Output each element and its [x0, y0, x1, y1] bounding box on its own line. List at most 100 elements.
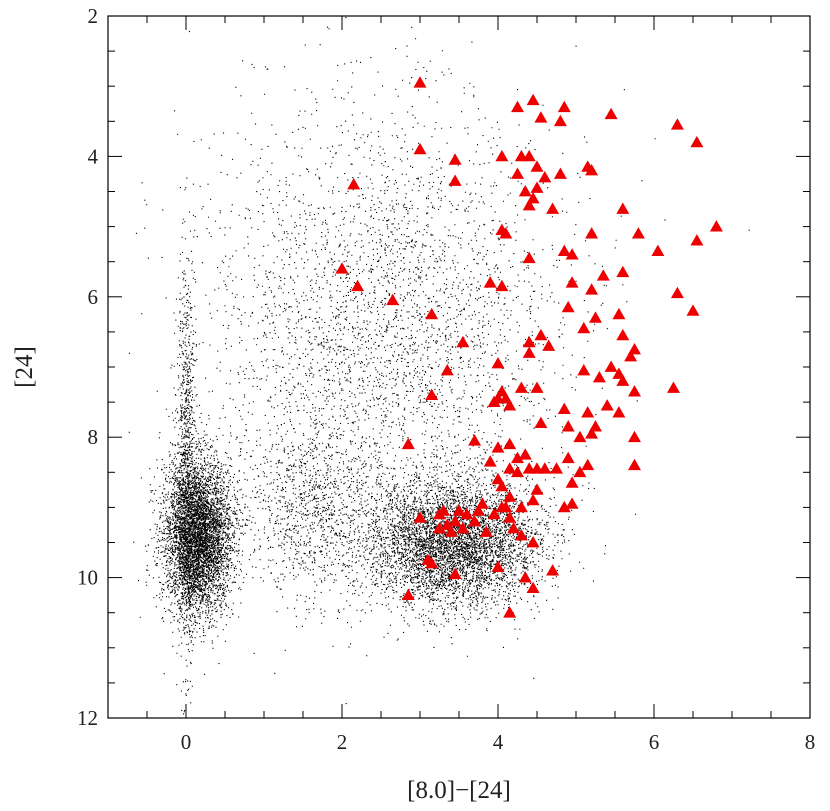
triangle-point-32: [631, 227, 645, 239]
triangle-point-4: [604, 107, 618, 120]
triangle-point-9: [413, 142, 427, 155]
triangle-point-13: [495, 149, 509, 162]
y-tick-label: 10: [77, 566, 98, 590]
triangle-point-56: [456, 335, 470, 348]
red-triangle-points: [335, 76, 723, 618]
triangle-point-53: [577, 321, 591, 334]
triangle-point-28: [709, 220, 723, 232]
triangle-point-143: [401, 588, 415, 601]
triangle-point-23: [518, 185, 532, 197]
triangle-point-89: [468, 434, 482, 446]
triangle-point-44: [495, 279, 509, 292]
triangle-point-63: [604, 360, 618, 372]
triangle-point-133: [479, 525, 493, 537]
triangle-point-78: [503, 399, 517, 411]
triangle-point-121: [433, 507, 446, 520]
triangle-point-74: [425, 388, 439, 400]
triangle-point-141: [518, 571, 532, 583]
triangle-point-84: [561, 420, 575, 432]
triangle-point-91: [503, 437, 517, 450]
triangle-point-138: [491, 560, 505, 572]
triangle-point-6: [553, 114, 567, 127]
triangle-point-103: [550, 462, 563, 474]
triangle-point-83: [534, 416, 548, 429]
y-axis-title: [24]: [11, 346, 38, 388]
triangle-point-94: [511, 451, 524, 464]
triangle-point-125: [503, 511, 517, 523]
triangle-point-20: [448, 174, 462, 186]
triangle-point-19: [538, 170, 552, 183]
triangle-point-36: [690, 234, 704, 246]
triangle-point-90: [401, 437, 415, 450]
x-tick-label: 8: [805, 730, 816, 754]
background-dots: [128, 17, 750, 715]
triangle-point-45: [585, 283, 599, 295]
triangle-point-96: [483, 455, 497, 467]
triangle-point-87: [573, 430, 587, 443]
triangle-point-10: [448, 153, 462, 165]
triangle-point-37: [651, 244, 665, 257]
triangle-point-122: [460, 507, 474, 520]
triangle-point-86: [585, 427, 599, 439]
triangle-point-54: [534, 328, 548, 341]
triangle-point-18: [511, 167, 524, 179]
triangle-point-98: [628, 458, 641, 471]
triangle-point-126: [448, 514, 462, 527]
triangle-point-129: [456, 521, 470, 534]
x-tick-label: 4: [493, 730, 504, 754]
triangle-point-124: [413, 511, 427, 523]
triangle-point-50: [589, 311, 602, 323]
triangle-point-67: [592, 371, 606, 383]
triangle-point-49: [425, 307, 439, 320]
triangle-point-123: [487, 507, 501, 520]
triangle-point-12: [522, 149, 536, 162]
triangle-point-22: [530, 181, 544, 193]
triangle-point-80: [581, 406, 595, 418]
triangle-point-105: [511, 465, 524, 478]
triangle-point-7: [670, 118, 684, 130]
triangle-point-70: [514, 381, 528, 393]
triangle-point-34: [565, 248, 579, 260]
triangle-point-101: [503, 462, 517, 474]
triangle-point-93: [518, 448, 532, 460]
triangle-point-39: [616, 265, 630, 278]
triangle-point-43: [483, 276, 497, 288]
triangle-point-68: [616, 374, 630, 386]
triangle-point-111: [526, 493, 540, 506]
triangle-point-64: [577, 364, 591, 376]
triangle-point-77: [487, 395, 501, 407]
triangle-point-137: [425, 557, 439, 569]
triangle-point-130: [444, 525, 458, 537]
triangle-point-21: [347, 177, 361, 190]
triangle-point-57: [522, 335, 536, 348]
triangle-point-131: [433, 521, 446, 534]
triangle-point-58: [542, 339, 556, 351]
triangle-point-79: [557, 402, 571, 414]
background-dot-cloud: [128, 17, 750, 715]
triangle-point-66: [440, 364, 454, 376]
triangle-point-42: [351, 279, 365, 292]
x-axis-title: [8.0]−[24]: [407, 777, 511, 804]
y-tick-label: 2: [88, 4, 99, 28]
triangle-point-92: [491, 441, 505, 453]
triangle-point-2: [511, 100, 524, 113]
y-tick-label: 12: [77, 706, 98, 730]
triangle-point-135: [526, 536, 540, 548]
triangle-point-31: [585, 227, 599, 239]
triangle-point-30: [499, 227, 513, 239]
triangle-point-82: [612, 406, 626, 418]
triangle-point-119: [452, 504, 466, 516]
triangle-point-38: [335, 262, 349, 274]
triangle-point-120: [472, 504, 485, 516]
triangle-point-55: [616, 328, 630, 341]
triangle-point-88: [628, 430, 641, 443]
triangle-point-26: [546, 202, 560, 214]
triangle-point-115: [514, 500, 528, 513]
triangle-point-142: [526, 581, 540, 594]
y-tick-label: 8: [88, 425, 99, 449]
triangle-point-33: [557, 244, 571, 257]
tick-labels: 0 2 4 6 8 2 4 6 8 10 12: [77, 4, 815, 754]
triangle-point-1: [526, 93, 540, 106]
triangle-point-108: [495, 479, 509, 492]
